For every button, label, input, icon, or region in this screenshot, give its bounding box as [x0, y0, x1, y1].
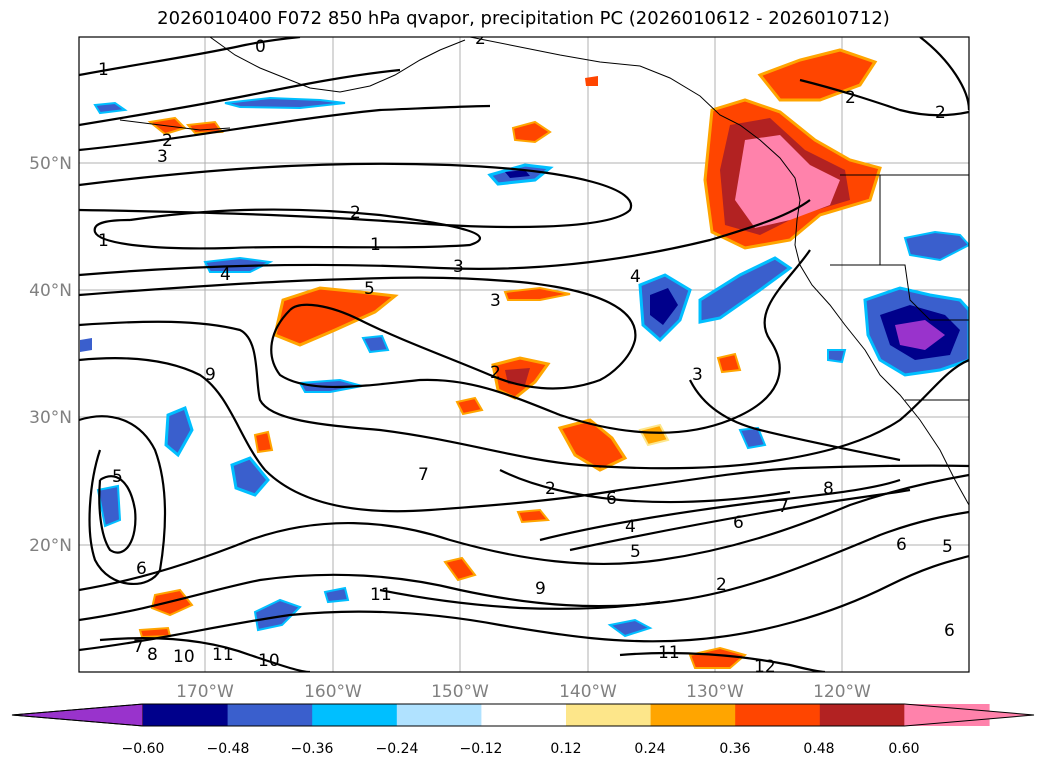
- contour-label: 1: [370, 235, 381, 255]
- contour-label: 2: [490, 363, 501, 383]
- colorbar-tick: −0.24: [376, 741, 419, 757]
- contour-label: 3: [157, 147, 168, 167]
- contour-label: 10: [258, 651, 280, 671]
- contour-label: 12: [754, 657, 776, 677]
- colorbar-segment: [650, 704, 736, 726]
- colorbar-tick: 0.36: [719, 741, 750, 757]
- colorbar-arrow-left: [11, 703, 144, 727]
- lon-label-170w: 170°W: [176, 682, 234, 702]
- contour-label: 0: [255, 37, 266, 57]
- contour-labels: 0 1 2 2 3 2 1 2 1 3 4 5 3 4 9 2 3 2 5 7 …: [98, 29, 955, 677]
- contour-label: 6: [944, 621, 955, 641]
- lon-label-160w: 160°W: [304, 682, 362, 702]
- map-frame: [78, 36, 970, 673]
- contour-label: 4: [220, 265, 231, 285]
- lon-label-130w: 130°W: [686, 682, 744, 702]
- contour-label: 5: [364, 279, 375, 299]
- contour-label: 2: [545, 479, 556, 499]
- lon-label-120w: 120°W: [813, 682, 871, 702]
- figure-title: 2026010400 F072 850 hPa qvapor, precipit…: [157, 8, 890, 29]
- coastlines: [119, 37, 969, 506]
- colorbar-segment: [735, 704, 821, 726]
- contour-label: 3: [692, 365, 703, 385]
- colorbar-tick: 0.24: [634, 741, 665, 757]
- colorbar: [11, 703, 1035, 727]
- lat-label-40n: 40°N: [29, 281, 72, 301]
- contour-label: 6: [896, 535, 907, 555]
- contour-label: 2: [716, 575, 727, 595]
- colorbar-tick: −0.60: [122, 741, 165, 757]
- contour-label: 1: [98, 60, 109, 80]
- contour-label: 9: [535, 579, 546, 599]
- colorbar-segment: [312, 704, 398, 726]
- contour-label: 5: [112, 467, 123, 487]
- contour-label: 6: [733, 513, 744, 533]
- lon-label-150w: 150°W: [431, 682, 489, 702]
- negative-anomaly-shading: [80, 96, 969, 638]
- contour-label: 5: [942, 537, 953, 557]
- colorbar-tick: −0.48: [207, 741, 250, 757]
- contour-label: 3: [490, 291, 501, 311]
- colorbar-segment: [143, 704, 229, 726]
- colorbar-tick: −0.12: [460, 741, 503, 757]
- contour-label: 8: [147, 645, 158, 665]
- contour-label: 5: [630, 542, 641, 562]
- lat-label-50n: 50°N: [29, 154, 72, 174]
- colorbar-tick: 0.12: [550, 741, 581, 757]
- contour-label: 7: [418, 465, 429, 485]
- contour-label: 11: [212, 645, 234, 665]
- contour-label: 8: [823, 479, 834, 499]
- longitude-labels: 170°W 160°W 150°W 140°W 130°W 120°W: [176, 682, 871, 702]
- qvapor-contours: [79, 37, 969, 672]
- contour-label: 6: [606, 489, 617, 509]
- contour-label: 2: [475, 29, 486, 49]
- contour-label: 4: [625, 517, 636, 537]
- contour-label: 1: [98, 231, 109, 251]
- lat-label-20n: 20°N: [29, 536, 72, 556]
- colorbar-segment: [481, 704, 567, 726]
- contour-label: 4: [630, 267, 641, 287]
- contour-label: 6: [136, 559, 147, 579]
- lon-label-140w: 140°W: [559, 682, 617, 702]
- contour-label: 3: [453, 257, 464, 277]
- contour-label: 2: [162, 131, 173, 151]
- contour-label: 7: [133, 637, 144, 657]
- contour-label: 9: [205, 365, 216, 385]
- colorbar-ticks: −0.60 −0.48 −0.36 −0.24 −0.12 0.12 0.24 …: [122, 741, 920, 757]
- colorbar-tick: 0.60: [888, 741, 919, 757]
- colorbar-segment: [227, 704, 313, 726]
- latitude-labels: 50°N 40°N 30°N 20°N: [29, 154, 72, 556]
- contour-label: 2: [845, 88, 856, 108]
- contour-label: 11: [370, 585, 392, 605]
- lat-label-30n: 30°N: [29, 408, 72, 428]
- contour-label: 7: [778, 497, 789, 517]
- contour-label: 2: [350, 203, 361, 223]
- colorbar-arrow-right: [904, 704, 1034, 726]
- colorbar-tick: 0.48: [803, 741, 834, 757]
- contour-label: 11: [658, 643, 680, 663]
- colorbar-segment: [566, 704, 652, 726]
- contour-label: 10: [173, 647, 195, 667]
- colorbar-tick: −0.36: [291, 741, 334, 757]
- colorbar-segment: [396, 704, 482, 726]
- contour-label: 2: [935, 103, 946, 123]
- colorbar-outline: [11, 703, 1035, 727]
- colorbar-segment: [819, 704, 905, 726]
